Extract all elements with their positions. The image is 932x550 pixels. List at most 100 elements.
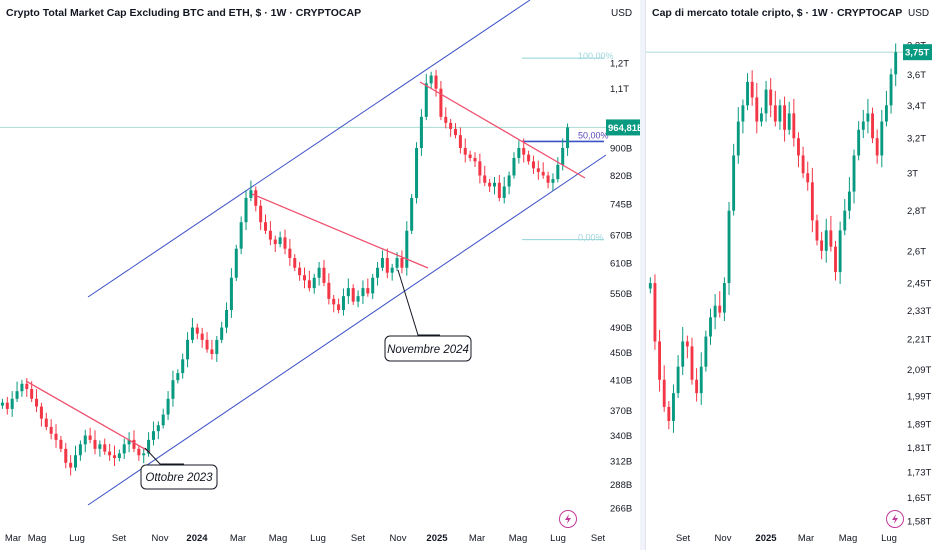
candle-body [205,339,209,350]
left-chart-title: Crypto Total Market Cap Excluding BTC an… [6,7,362,19]
candle-body [709,317,712,337]
x-tick-label: 2025 [426,533,448,544]
candle-body [541,171,545,176]
candle-body [429,75,433,84]
y-tick-label: 745B [610,199,632,210]
right-chart-title: Cap di mercato totale cripto, $ · 1W · C… [652,7,903,19]
candle-body [473,157,477,162]
candle-body [492,182,496,187]
candle-body [690,346,694,380]
candle-body [361,288,365,297]
channel-upper-line [87,0,531,298]
candle-body [127,439,131,445]
candle-body [792,113,796,139]
candle-body [156,425,160,432]
candle-body [78,444,82,456]
candle-body [288,248,292,259]
x-tick-label: Mar [5,533,21,544]
candle-body [483,175,487,183]
candle-body [419,116,423,148]
candle-body [415,147,419,198]
candle-body [773,105,777,122]
candle-body [88,435,92,440]
right-plot-background [646,0,932,550]
y-tick-label: 1,1T [610,84,629,95]
candle-body [405,230,409,268]
x-tick-label: Mar [798,533,814,544]
panel-divider[interactable] [640,0,645,550]
candle-body [759,113,763,122]
candle-body [536,168,540,172]
y-tick-label: 266B [610,504,632,515]
price-tag-box [903,44,932,61]
candle-body [894,52,898,75]
candle-body [502,186,506,198]
candle-body [268,230,272,240]
candle-body [713,305,717,318]
fib-level-label: 50,00% [578,130,609,140]
trendline-2023 [25,380,151,453]
candle-body [181,359,185,374]
candle-body [15,391,19,399]
y-tick-label: 450B [610,348,632,359]
candle-body [695,379,699,394]
candle-body [672,393,675,421]
candle-body [64,448,68,463]
candle-body [103,444,107,452]
annotation-pointer [397,269,440,336]
lightning-icon[interactable] [559,510,577,528]
candle-body [307,280,311,289]
left-chart-panel[interactable]: 1,2T 1,1T 900B 820B 745B 670B 610B 550B 490B 450B… [0,0,640,550]
left-chart-canvas[interactable]: 1,2T 1,1T 900B 820B 745B 670B 610B 550B 490B 450B… [0,0,640,550]
candle-body [732,155,736,211]
candle-body [522,147,526,155]
candle-body [468,154,472,158]
candle-body [390,267,394,273]
candle-body [681,341,685,367]
y-tick-label: 1,99T [907,391,931,402]
candle-body [769,89,773,106]
x-tick-label: Mag [28,533,46,544]
candle-body [424,83,428,117]
candle-body [889,74,893,106]
candle-body [220,327,224,340]
x-tick-label: Nov [152,533,169,544]
y-tick-label: 2,6T [907,246,926,257]
candle-body [298,267,302,276]
y-tick-label: 1,58T [907,517,931,528]
y-tick-label: 3,6T [907,70,926,81]
candle-body [341,296,345,311]
candle-body [662,379,666,407]
candle-body [829,230,833,247]
candle-body [787,113,791,130]
candle-body [778,105,782,122]
candle-body [137,448,141,456]
candle-body [736,121,740,156]
candle-body [0,402,4,406]
y-tick-label: 2,45T [907,279,931,290]
right-chart-canvas[interactable]: 3,8T3,6T3,4T3,2T3T2,8T2,6T2,45T2,33T2,21… [646,0,932,550]
y-tick-label: 370B [610,406,632,417]
candle-body [458,135,462,148]
price-tag-box [606,119,640,136]
candle-body [376,267,380,278]
candle-body [561,147,565,165]
x-tick-label: Mag [839,533,857,544]
annotation-ottobre-2023: Ottobre 2023 [145,472,213,484]
candle-body [566,127,570,148]
right-currency-label: USD [908,8,930,19]
candle-body [142,453,146,456]
candle-body [132,439,136,449]
fib-level-label: 0,00% [578,233,604,243]
candle-body [312,277,316,289]
candle-body [488,182,492,187]
candle-body [93,439,97,449]
candle-body [98,444,102,449]
lightning-icon-right[interactable] [886,510,904,528]
x-tick-label: Mag [509,533,527,544]
y-tick-label: 1,89T [907,419,931,430]
right-chart-panel[interactable]: 3,8T3,6T3,4T3,2T3T2,8T2,6T2,45T2,33T2,21… [645,0,932,550]
candle-body [507,175,511,187]
y-tick-label: 1,73T [907,467,931,478]
candle-body [815,220,819,241]
